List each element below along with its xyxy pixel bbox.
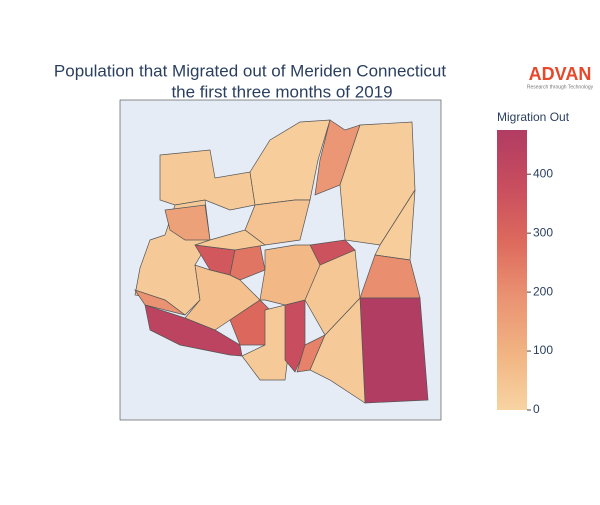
map	[134, 119, 429, 404]
colorbar	[497, 130, 527, 410]
colorbar-tick-label: 100	[533, 343, 553, 357]
region	[259, 244, 321, 306]
region	[359, 297, 429, 404]
region	[164, 204, 211, 241]
chart-subtitle: the first three months of 2019	[171, 82, 392, 101]
colorbar-tick-label: 400	[533, 166, 553, 180]
region	[134, 289, 186, 316]
region	[159, 149, 256, 211]
logo-tagline: Research through Technology	[527, 84, 594, 90]
region	[194, 229, 266, 251]
region	[184, 264, 261, 331]
chart-title: Population that Migrated out of Meriden …	[54, 61, 446, 80]
colorbar-tick-label: 200	[533, 284, 553, 298]
colorbar-tick-label: 0	[533, 402, 540, 416]
logo: ADVAN	[529, 64, 592, 84]
colorbar-title: Migration Out	[497, 110, 570, 124]
colorbar-tick-label: 300	[533, 225, 553, 239]
